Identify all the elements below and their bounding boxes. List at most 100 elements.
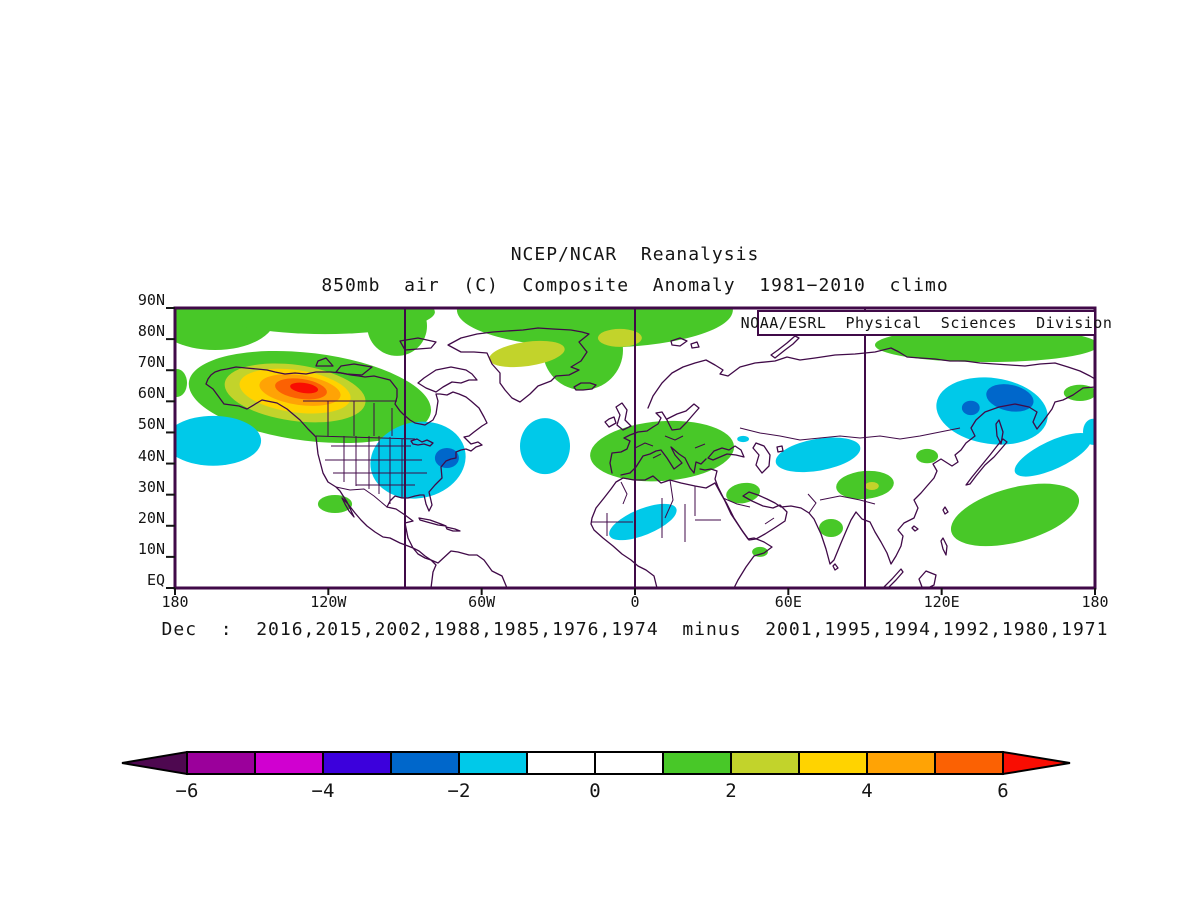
- colorbar-left-arrow: [121, 750, 188, 776]
- coast-novaya-zemlya: [770, 335, 800, 359]
- coast-philippines: [940, 537, 948, 556]
- coast-caspian-sea: [752, 442, 771, 474]
- colorbar-label-4: 4: [861, 780, 872, 802]
- coast-aral-sea: [776, 445, 784, 453]
- anomaly-kazakh-minus1: [775, 437, 861, 473]
- coast-britain: [615, 402, 632, 431]
- coast-north-america: [205, 366, 488, 561]
- colorbar-cell--6-to--5: [186, 751, 256, 775]
- anomaly-map: [166, 306, 1097, 595]
- anomaly-caucasus-minus1-dot: [737, 435, 749, 443]
- colorbar-label-6: 6: [997, 780, 1008, 802]
- coastlines: [205, 327, 1095, 588]
- borders-africa: [592, 479, 721, 542]
- coast-sri-lanka: [832, 563, 839, 571]
- coast-hispaniola: [445, 526, 461, 532]
- lat-label-60N: 60N: [137, 384, 165, 403]
- anomaly-baja-offshore-plus1: [317, 495, 353, 513]
- colorbar-cell-4-to-5: [866, 751, 936, 775]
- lon-label-60W-2: 60W: [468, 593, 496, 611]
- anomaly-ne-us-minus2-core: [434, 448, 459, 468]
- anomaly-arctic-band-siberia: [875, 327, 1095, 363]
- coast-scandinavia-arctic: [647, 347, 1095, 409]
- colorbar-right-arrow: [1002, 750, 1071, 776]
- lat-label-70N: 70N: [137, 353, 165, 372]
- anomaly-kamchatka-east-plus1: [1063, 384, 1095, 401]
- page-title: NCEP/NCAR Reanalysis: [510, 244, 760, 265]
- coast-sumatra: [883, 568, 904, 588]
- lat-label-90N: 90N: [137, 291, 165, 309]
- colorbar-label-2: 2: [725, 780, 736, 802]
- lon-label-120E-5: 120E: [923, 593, 960, 611]
- credit-box: NOAA/ESRL Physical Sciences Division: [741, 310, 1112, 336]
- lon-label-120W-1: 120W: [310, 593, 347, 611]
- coast-baffin: [417, 366, 478, 393]
- coast-hainan: [911, 525, 919, 532]
- colorbar-cell-2-to-3: [730, 751, 800, 775]
- coast-iceland: [573, 382, 597, 391]
- colorbar-cell-3-to-4: [798, 751, 868, 775]
- lon-label-60E-4: 60E: [774, 593, 802, 611]
- anomaly-alaska-plus6-core: [290, 382, 319, 394]
- anomaly-iraq-plus1: [726, 482, 761, 504]
- composite-years-caption: Dec : 2016,2015,2002,1988,1985,1976,1974…: [161, 619, 1109, 640]
- anomaly-siberia-band-wrap: [175, 369, 187, 397]
- coast-east-asia: [699, 386, 1095, 565]
- colorbar-label--6: −6: [176, 780, 199, 802]
- lat-label-50N: 50N: [137, 415, 165, 434]
- coast-greenland: [447, 327, 590, 403]
- coast-south-america: [430, 550, 508, 588]
- lat-label-40N: 40N: [137, 446, 165, 465]
- anomaly-horn-africa-plus1: [752, 546, 768, 557]
- coast-victoria-island: [335, 363, 373, 376]
- coast-ireland: [604, 416, 617, 428]
- coast-japan: [965, 438, 1008, 486]
- coast-red-sea-east-africa: [714, 482, 773, 588]
- borders-asia: [722, 427, 961, 525]
- coast-borneo: [918, 570, 937, 588]
- anomaly-sahara-minus1: [609, 503, 677, 541]
- coast-cuba: [418, 517, 447, 527]
- coast-ellesmere: [399, 337, 437, 351]
- political-borders: [303, 400, 961, 542]
- anomaly-mid-atlantic-minus1: [520, 418, 570, 475]
- coast-svalbard: [670, 337, 700, 349]
- lon-label-180-0: 180: [161, 593, 189, 611]
- borders-north-america: [303, 400, 427, 508]
- colorbar-label--4: −4: [312, 780, 335, 802]
- lon-label-180-6: 180: [1081, 593, 1109, 611]
- lat-label-EQ: EQ: [146, 571, 165, 589]
- colorbar: −6 −4 −2 0 2 4 6: [121, 750, 1071, 802]
- colorbar-cell--1-to-0: [526, 751, 596, 775]
- coast-sakhalin: [995, 419, 1004, 445]
- lon-label-0-3: 0: [630, 593, 640, 611]
- colorbar-cell--5-to--4: [254, 751, 324, 775]
- page-subtitle: 850mb air (C) Composite Anomaly 1981−201…: [321, 275, 949, 296]
- anomaly-india-plus1: [819, 519, 843, 537]
- anomaly-arctic-band-west-c: [367, 308, 427, 356]
- anomaly-ne-siberia-tail: [1014, 433, 1092, 477]
- credit-text: NOAA/ESRL Physical Sciences Division: [740, 314, 1113, 332]
- anomaly-west-pacific-plus1: [950, 483, 1080, 547]
- meridian-lines: [404, 308, 866, 588]
- coast-med-europe: [620, 446, 707, 476]
- colorbar-label-0: 0: [589, 780, 600, 802]
- coast-banks-island: [315, 357, 334, 367]
- anomaly-ne-siberia-minus2-b: [961, 400, 980, 416]
- lat-label-80N: 80N: [137, 322, 165, 341]
- anomaly-nw-greenland-plus2: [489, 340, 565, 368]
- lat-label-30N: 30N: [137, 477, 165, 496]
- anomaly-ne-pacific-minus1: [175, 415, 262, 466]
- colorbar-cell--2-to--1: [458, 751, 528, 775]
- coast-taiwan: [942, 506, 949, 515]
- anomaly-svalbard-plus2: [597, 328, 642, 347]
- colorbar-cell--4-to--3: [322, 751, 392, 775]
- anomaly-mongolia-plus1: [916, 448, 939, 464]
- colorbar-label--2: −2: [448, 780, 471, 802]
- lat-label-10N: 10N: [137, 539, 165, 558]
- lat-label-20N: 20N: [137, 508, 165, 527]
- colorbar-cell-1-to-2: [662, 751, 732, 775]
- coast-black-sea: [707, 445, 745, 461]
- anomaly-tibet-plus2-core: [865, 482, 879, 490]
